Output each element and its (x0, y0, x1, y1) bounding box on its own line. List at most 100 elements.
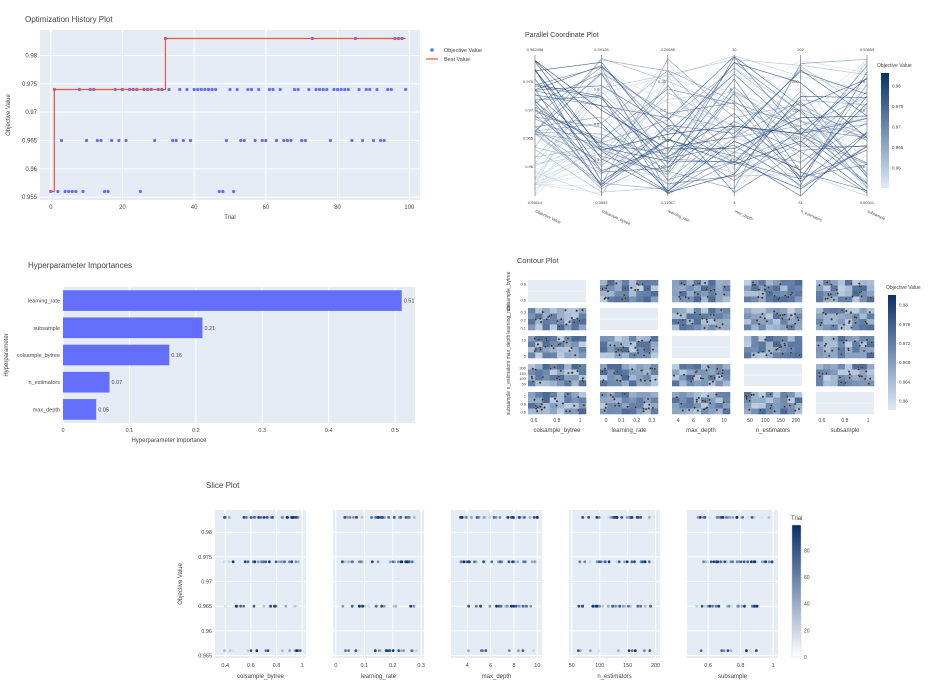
x-tick-label: 60 (263, 205, 270, 211)
contour-fill (845, 291, 853, 297)
trial-point (793, 322, 797, 325)
trial-point (509, 604, 513, 608)
trial-point (571, 371, 574, 374)
trial-point (374, 516, 378, 519)
contour-fill (564, 403, 572, 409)
colorbar-tick-label: 0.972 (899, 341, 911, 346)
objective-point (185, 87, 189, 92)
contour-fill (837, 319, 846, 325)
trial-point (698, 516, 702, 519)
contour-fill (672, 291, 680, 297)
trial-point (848, 373, 852, 376)
parallel-line (534, 70, 868, 190)
optimization-history-panel: Optimization History Plot 0 20 40 60 80 100 0.… (0, 0, 500, 230)
contour-fill (852, 341, 860, 348)
trial-point (648, 340, 651, 344)
trial-point (761, 312, 764, 316)
contour-fill (701, 296, 709, 303)
contour-fill (823, 291, 831, 297)
contour-fill (557, 408, 565, 415)
trial-point (715, 393, 718, 396)
trial-point (646, 372, 649, 376)
trial-point (568, 409, 572, 413)
contour-fill (758, 403, 767, 409)
value-label: 0.05 (98, 407, 109, 413)
trial-point (280, 649, 284, 652)
contour-fill (722, 280, 731, 286)
trial-point (231, 560, 235, 564)
trial-point (595, 516, 599, 519)
trial-point (781, 339, 784, 342)
contour-fill (607, 408, 615, 415)
trial-point (829, 293, 832, 296)
trial-point (700, 317, 704, 320)
y-tick-label: 0.1 (520, 326, 526, 331)
trial-point (870, 341, 873, 344)
x-tick-label: 150 (776, 418, 785, 424)
x-tick-label: 0.1 (360, 663, 368, 669)
parallel-line (534, 62, 868, 143)
y-tick-label: 0.975 (198, 555, 212, 561)
trial-point (564, 308, 567, 312)
contour-fill (794, 403, 803, 409)
contour-fill (679, 397, 687, 404)
trial-point (687, 297, 690, 300)
trial-point (559, 369, 563, 373)
contour-fill (787, 397, 796, 404)
axis-tick-label: 6 (730, 122, 733, 127)
contour-fill (528, 408, 536, 415)
contour-fill (722, 319, 731, 325)
contour-fill (672, 403, 680, 409)
trial-point (597, 560, 601, 564)
y-axis-label: n_estimators (506, 360, 512, 389)
contour-fill (823, 352, 831, 359)
objective-point (346, 87, 350, 92)
trial-point (298, 649, 302, 652)
trial-point (620, 374, 623, 377)
contour-fill (859, 336, 868, 342)
trial-point (769, 406, 772, 410)
trial-point (227, 516, 231, 519)
contour-fill (751, 397, 759, 404)
trial-point (832, 298, 836, 302)
contour-fill (758, 280, 767, 286)
contour-fill (629, 375, 637, 381)
x-tick-label: 50 (569, 663, 575, 669)
contour-fill (722, 369, 731, 376)
contour-fill (852, 324, 860, 331)
contour-fill (693, 375, 702, 381)
trial-point (651, 348, 655, 351)
contour-fill (859, 324, 868, 331)
trial-point (836, 292, 839, 295)
trial-point (698, 313, 702, 316)
trial-point (793, 312, 797, 316)
contour-fill (600, 397, 608, 404)
trial-point (699, 377, 703, 380)
trial-point (719, 516, 723, 519)
trial-point (534, 318, 537, 321)
objective-point (300, 138, 304, 143)
contour-fill (693, 296, 702, 303)
trial-point (581, 308, 584, 312)
objective-point (282, 138, 286, 143)
category-label: max_depth (33, 407, 60, 413)
trial-point (562, 340, 565, 343)
trial-point (716, 560, 720, 564)
contour-fill (549, 324, 558, 331)
trial-point (565, 323, 568, 326)
contour-fill (621, 397, 630, 404)
contour-fill (837, 364, 846, 370)
contour-fill (693, 319, 702, 325)
trial-point (759, 315, 762, 319)
trial-point (689, 380, 693, 383)
contour-fill (614, 296, 623, 303)
objective-point (307, 87, 311, 92)
y-axis-label: Objective Value (6, 94, 12, 136)
objective-point (228, 87, 232, 92)
objective-point (178, 87, 182, 92)
contour-fill (852, 285, 860, 292)
contour-fill (708, 364, 716, 370)
contour-fill (528, 369, 536, 376)
contour-fill (751, 408, 759, 415)
x-tick-label: 200 (651, 663, 660, 669)
